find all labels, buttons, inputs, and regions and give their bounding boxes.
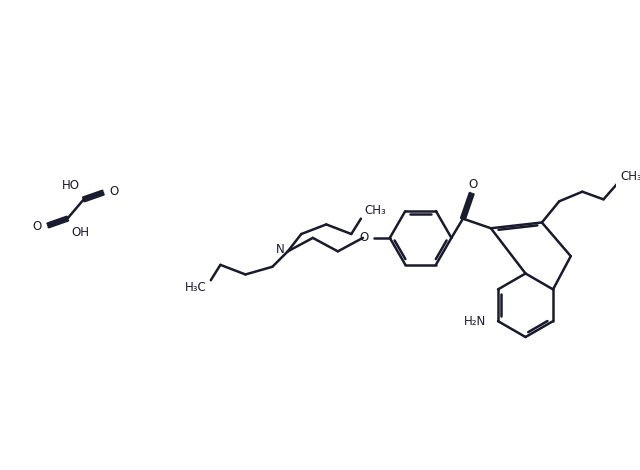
Text: O: O [32,220,42,233]
Text: HO: HO [62,180,80,192]
Text: N: N [276,243,285,256]
Text: O: O [468,179,477,191]
Text: CH₃: CH₃ [365,204,387,218]
Text: OH: OH [71,226,89,239]
Text: O: O [360,231,369,244]
Text: H₂N: H₂N [464,314,486,328]
Text: CH₃: CH₃ [621,170,640,183]
Text: H₃C: H₃C [185,282,207,294]
Text: O: O [109,185,119,198]
